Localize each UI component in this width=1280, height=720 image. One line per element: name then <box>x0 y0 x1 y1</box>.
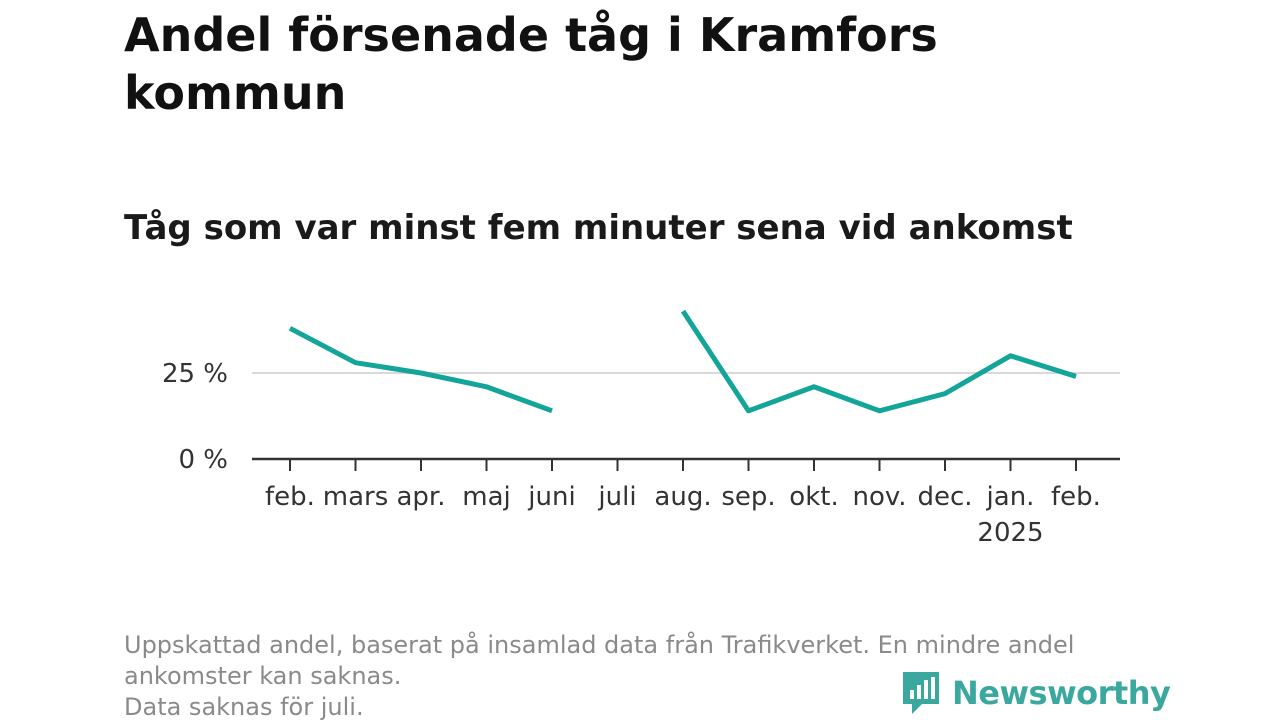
x-tick-label: maj <box>462 482 510 512</box>
x-tick-label: jan. <box>986 482 1035 512</box>
x-tick-label: okt. <box>789 482 838 512</box>
series-line-segment <box>288 326 553 414</box>
x-tick-label: feb. <box>1051 482 1101 512</box>
x-tick-label: juni <box>527 482 575 512</box>
footnote: Uppskattad andel, baserat på insamlad da… <box>124 630 1164 720</box>
footnote-line-2: Data saknas för juli. <box>124 693 364 720</box>
y-tick-label: 0 % <box>178 445 228 475</box>
x-tick-label: sep. <box>721 482 775 512</box>
logo-text: Newsworthy <box>952 674 1171 712</box>
y-tick-label: 25 % <box>162 359 228 389</box>
newsworthy-logo-icon <box>903 672 939 714</box>
x-tick-label: feb. <box>265 482 315 512</box>
newsworthy-logo: Newsworthy <box>900 670 1171 716</box>
x-tick-label: dec. <box>917 482 972 512</box>
x-tick-label: nov. <box>852 482 906 512</box>
x-tick-label: aug. <box>654 482 711 512</box>
chart-subtitle: Tåg som var minst fem minuter sena vid a… <box>124 208 1073 248</box>
x-tick-label: mars <box>323 482 389 512</box>
chart-title: Andel försenade tåg i Kramfors kommun <box>124 8 938 120</box>
series-line-segment <box>680 309 1077 414</box>
x-tick-label: apr. <box>396 482 445 512</box>
footnote-line-1: Uppskattad andel, baserat på insamlad da… <box>124 631 1075 690</box>
x-year-label: 2025 <box>977 518 1043 548</box>
x-tick-label: juli <box>597 482 636 512</box>
